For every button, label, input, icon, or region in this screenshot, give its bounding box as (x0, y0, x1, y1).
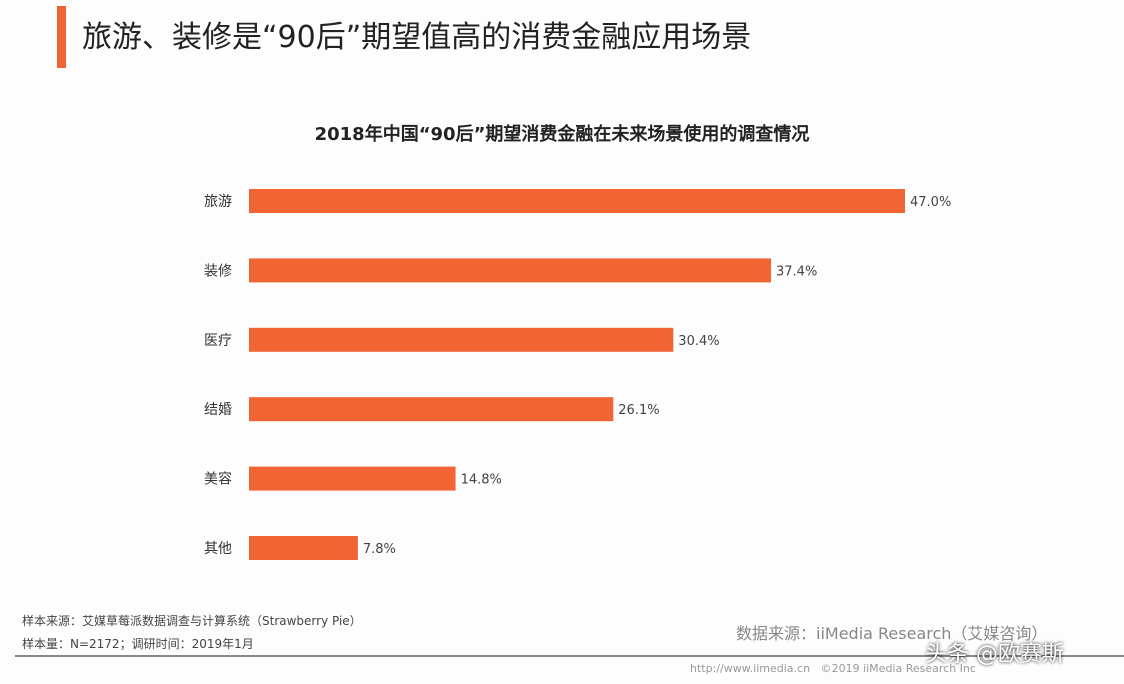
data-label: 37.4% (776, 264, 817, 279)
bar (249, 397, 614, 422)
bar (249, 466, 456, 491)
bar (249, 327, 674, 352)
category-label: 其他 (204, 541, 232, 557)
category-label: 旅游 (204, 194, 232, 210)
footer-url: http://www.iimedia.cn ©2019 iiMedia Rese… (690, 662, 976, 675)
copyright: ©2019 iiMedia Research Inc (820, 662, 976, 675)
website-url: http://www.iimedia.cn (690, 662, 811, 675)
data-label: 30.4% (678, 334, 719, 349)
watermark: 头条 @欧赛斯 (925, 642, 1064, 667)
data-label: 7.8% (363, 542, 396, 557)
sample-size: 样本量：N=2172；调研时间：2019年1月 (22, 637, 254, 651)
footer-divider (15, 655, 1124, 657)
data-label: 14.8% (461, 473, 502, 488)
chart-title: 2018年中国“90后”期望消费金融在未来场景使用的调查情况 (314, 124, 810, 145)
category-label: 结婚 (204, 402, 232, 418)
sample-source: 样本来源：艾媒草莓派数据调查与计算系统（Strawberry Pie） (22, 614, 362, 628)
bar (249, 536, 358, 560)
data-label: 26.1% (618, 403, 659, 418)
page-title: 旅游、装修是“90后”期望值高的消费金融应用场景 (82, 20, 752, 55)
bar (249, 189, 905, 213)
category-label: 医疗 (204, 333, 232, 349)
bar (249, 258, 772, 283)
data-label: 47.0% (910, 195, 951, 210)
title-accent-bar (57, 6, 66, 68)
category-label: 装修 (204, 263, 232, 279)
data-source: 数据来源：iiMedia Research（艾媒咨询） (736, 624, 1048, 643)
category-label: 美容 (204, 471, 232, 488)
